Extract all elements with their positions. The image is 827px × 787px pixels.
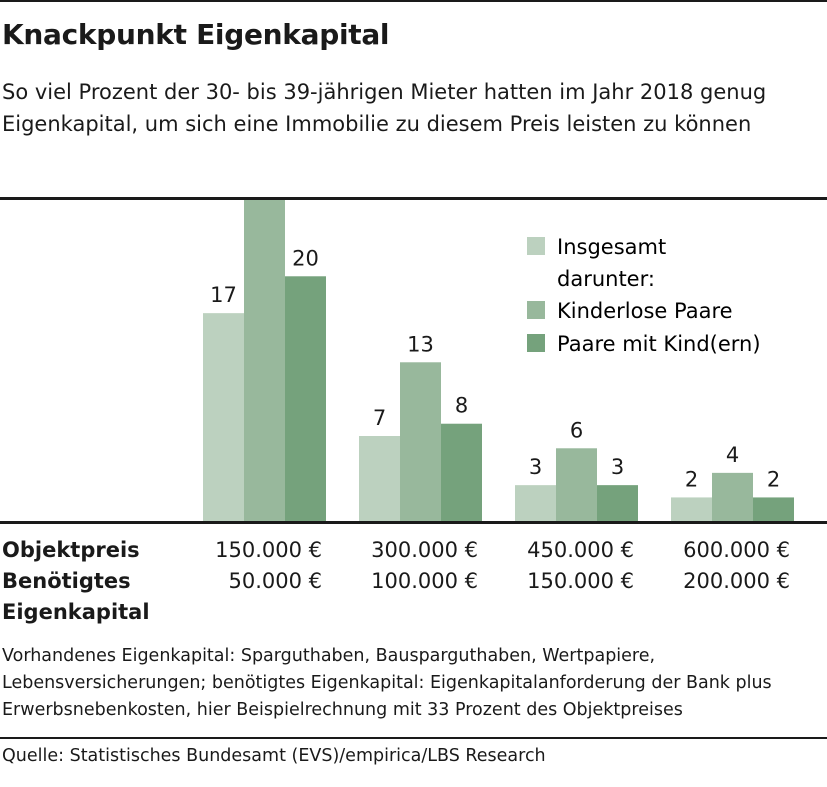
bar-value-label: 2 [767, 467, 780, 491]
bar [285, 276, 326, 522]
bar [203, 313, 244, 522]
legend-label-insgesamt: Insgesamt [557, 235, 666, 259]
equity-value: 100.000 € [371, 569, 478, 593]
bar [597, 485, 638, 522]
equity-value: 150.000 € [527, 569, 634, 593]
bar [441, 423, 482, 522]
header-rule [0, 197, 827, 200]
bar-value-label: 6 [570, 418, 583, 442]
bar [244, 200, 285, 522]
bar [712, 472, 753, 522]
price-value: 450.000 € [527, 538, 634, 562]
legend-swatch-kinderlose-paare [527, 301, 545, 319]
bar-value-label: 13 [407, 332, 434, 356]
equity-value: 50.000 € [228, 569, 322, 593]
legend-note: darunter: [557, 267, 655, 291]
bar-value-label: 4 [726, 443, 739, 467]
top-rule [0, 0, 827, 2]
benoetigtes-label: Benötigtes [2, 569, 131, 593]
chart-title: Knackpunkt Eigenkapital [2, 18, 390, 51]
bar-value-label: 8 [455, 394, 468, 418]
footnote: Vorhandenes Eigenkapital: Sparguthaben, … [2, 646, 772, 720]
bar-value-label: 2 [685, 467, 698, 491]
legend-label-paare-mit-kindern: Paare mit Kind(ern) [557, 332, 761, 356]
bar [515, 485, 556, 522]
legend: Insgesamt darunter: Kinderlose Paare Paa… [527, 235, 761, 356]
chart-subtitle: So viel Prozent der 30- bis 39-jährigen … [2, 80, 767, 136]
source-line: Quelle: Statistisches Bundesamt (EVS)/em… [2, 746, 546, 766]
price-value: 600.000 € [683, 538, 790, 562]
bar [556, 448, 597, 522]
footer-rule [0, 737, 827, 739]
legend-swatch-insgesamt [527, 237, 545, 255]
equity-value: 200.000 € [683, 569, 790, 593]
legend-swatch-paare-mit-kindern [527, 334, 545, 352]
bar [671, 497, 712, 522]
bar [359, 436, 400, 522]
bar-value-label: 20 [292, 246, 319, 270]
bar-chart: 1773227136420832 Insgesamt darunter: Kin… [203, 200, 794, 522]
chart-baseline [0, 521, 827, 524]
objektpreis-label: Objektpreis [2, 538, 140, 562]
bar [753, 497, 794, 522]
legend-label-kinderlose-paare: Kinderlose Paare [557, 299, 733, 323]
eigenkapital-label: Eigenkapital [2, 600, 150, 624]
bar-value-label: 3 [611, 455, 624, 479]
bar-value-label: 3 [529, 455, 542, 479]
bar [400, 362, 441, 522]
bar-value-label: 17 [210, 283, 237, 307]
bar-value-label: 7 [373, 406, 386, 430]
bars-group: 1773227136420832 [203, 200, 794, 522]
price-value: 300.000 € [371, 538, 478, 562]
price-value: 150.000 € [215, 538, 322, 562]
